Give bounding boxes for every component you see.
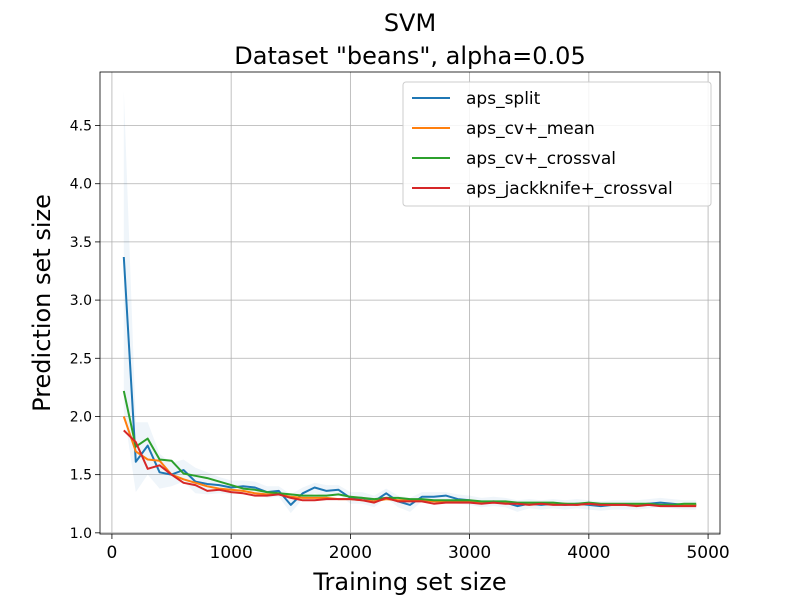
y-tick-label: 2.5 [70,351,92,367]
chart-subtitle: Dataset "beans", alpha=0.05 [234,42,585,70]
y-axis-ticks: 1.0 1.5 2.0 2.5 3.0 3.5 4.0 4.5 [70,119,100,542]
legend: aps_split aps_cv+_mean aps_cv+_crossvalaps… [402,81,712,207]
x-tick-label: 4000 [567,543,610,563]
series-lines [122,256,697,508]
x-tick-label: 3000 [448,543,491,563]
y-tick-label: 1.0 [70,526,92,542]
y-axis-label: Prediction set size [28,194,56,412]
legend-box [402,81,712,207]
x-axis-ticks: 0 1000 2000 3000 4000 5000 [107,534,730,563]
x-tick-label: 5000 [686,543,729,563]
plot-frame [99,71,721,535]
x-tick-label: 2000 [329,543,372,563]
y-tick-label: 3.5 [70,235,92,251]
y-tick-label: 3.0 [70,293,92,309]
legend-label: aps_cv+_mean [466,119,595,139]
x-axis-label: Training set size [312,568,506,596]
legend-label: aps_jackknife+_crossval [466,179,673,199]
legend-label: aps_cv+_crossval [466,149,616,169]
x-tick-label: 0 [107,543,118,563]
y-tick-label: 4.0 [70,177,92,193]
y-tick-label: 2.0 [70,409,92,425]
x-tick-label: 1000 [210,543,253,563]
series-line-aps_jackknife+_crossval [123,429,697,508]
y-tick-label: 1.5 [70,468,92,484]
legend-label: aps_split [466,89,541,109]
y-tick-label: 4.5 [70,119,92,135]
series-line-aps_cv+_crossval [122,390,697,506]
chart-title: SVM [384,9,436,37]
series-line-aps_split [122,256,697,508]
